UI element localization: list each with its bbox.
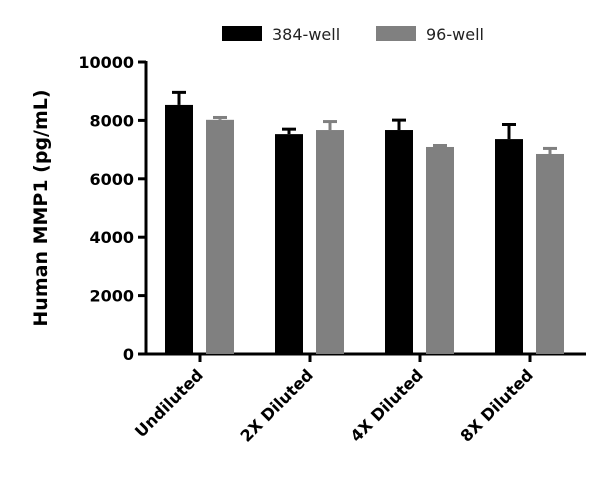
x-tick-label: Undiluted: [131, 365, 207, 441]
bars: [165, 90, 564, 354]
y-axis-label: Human MMP1 (pg/mL): [30, 89, 52, 326]
y-tick-label: 10000: [78, 53, 134, 72]
y-tick-label: 2000: [89, 287, 134, 306]
legend-label: 384-well: [272, 25, 340, 44]
y-tick-label: 0: [123, 345, 134, 364]
x-tick-label: 2X Diluted: [236, 365, 316, 445]
bar: [165, 104, 193, 354]
legend: 384-well 96-well: [222, 25, 484, 44]
x-tick-label: 8X Diluted: [456, 365, 536, 445]
y-tick-label: 6000: [89, 170, 134, 189]
legend-swatch: [376, 26, 416, 41]
bar: [316, 130, 344, 354]
y-tick-label: 4000: [89, 228, 134, 247]
y-tick-label: 8000: [89, 111, 134, 130]
bar: [495, 139, 523, 354]
legend-label: 96-well: [426, 25, 484, 44]
bar: [536, 153, 564, 354]
bar: [206, 119, 234, 354]
bar: [426, 146, 454, 354]
bar: [385, 130, 413, 354]
x-tick-label: 4X Diluted: [346, 365, 426, 445]
legend-swatch: [222, 26, 262, 41]
bar: [275, 134, 303, 354]
